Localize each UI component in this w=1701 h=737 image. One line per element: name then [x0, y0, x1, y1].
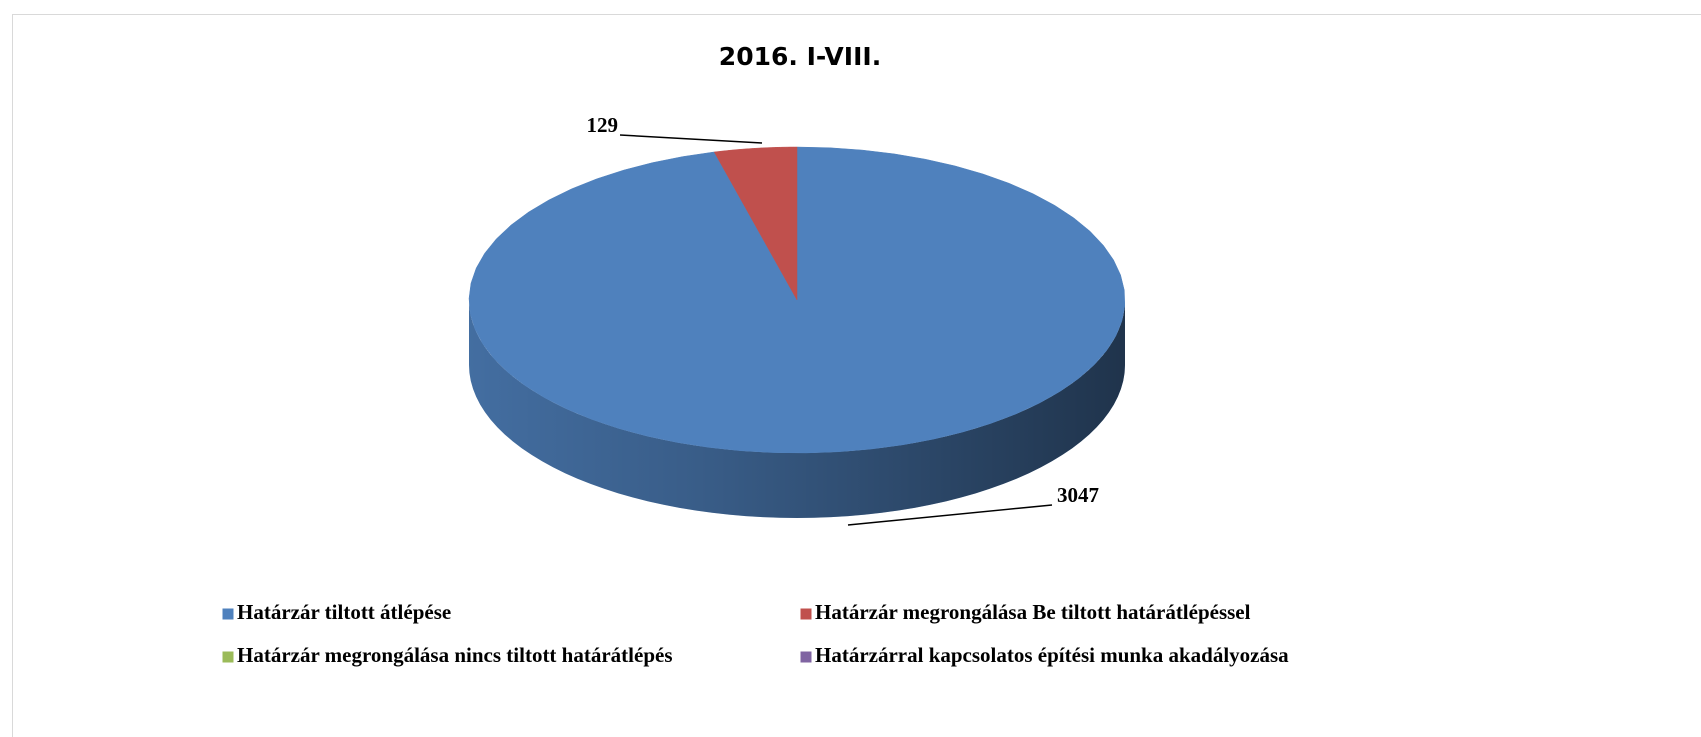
data-label: 129: [587, 113, 619, 137]
slice: [713, 146, 798, 301]
legend-swatch: [799, 650, 813, 664]
slice-side-shade: [469, 300, 1125, 518]
leader-line: [619, 134, 763, 144]
legend-swatch: [799, 607, 813, 621]
data-label: 3047: [1057, 483, 1099, 507]
chart-title: 2016. I-VIII.: [719, 42, 881, 71]
legend-swatch: [221, 607, 235, 621]
leader-line: [847, 504, 1053, 526]
legend-label: Határzár tiltott átlépése: [237, 600, 451, 624]
legend-label: Határzárral kapcsolatos építési munka ak…: [815, 643, 1289, 667]
legend-label: Határzár megrongálása nincs tiltott hatá…: [237, 643, 673, 667]
legend-swatch: [221, 650, 235, 664]
legend-label: Határzár megrongálása Be tiltott határát…: [815, 600, 1251, 624]
